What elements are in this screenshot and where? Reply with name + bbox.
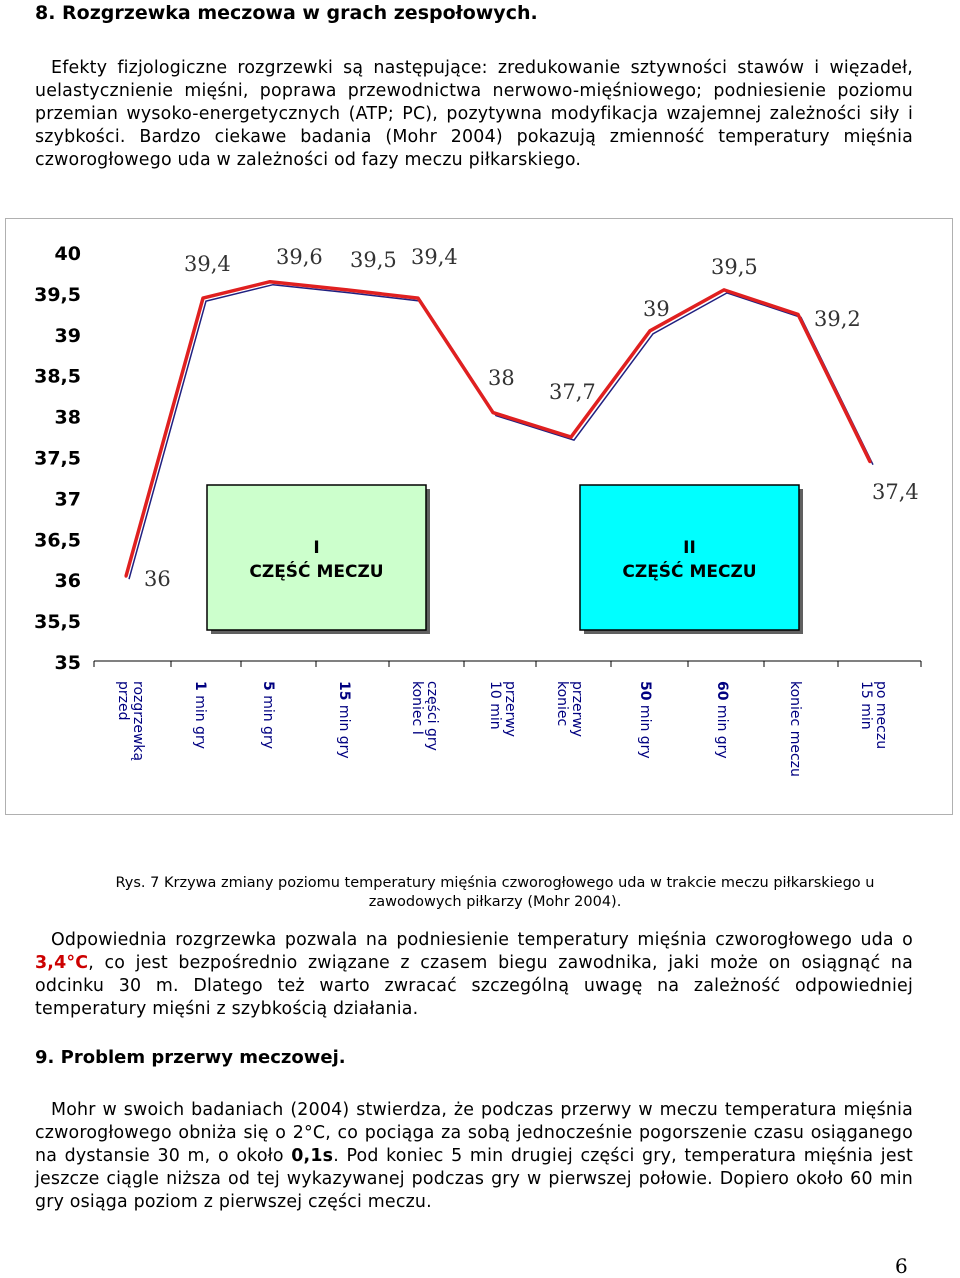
data-label: 39,5 [711, 255, 758, 279]
first-half-box [206, 484, 427, 631]
data-point [796, 312, 800, 316]
x-category-label: koniec meczu [787, 681, 803, 777]
chart-frame: 35 35,5 36 36,5 37 37,5 38 38,5 39 39,5 40 I CZĘŚĆ M… [5, 218, 953, 815]
section-8-title: 8. Rozgrzewka meczowa w grach zespołowyc… [35, 2, 538, 24]
y-tick-label: 36 [55, 570, 81, 592]
series-outline [128, 283, 874, 580]
x-category-label: 15 min gry [336, 681, 352, 759]
data-label: 38 [488, 366, 515, 390]
data-point [268, 280, 272, 284]
data-point [868, 460, 872, 464]
data-point [345, 288, 349, 292]
y-tick-label: 40 [55, 243, 81, 265]
data-label: 37,7 [549, 380, 596, 404]
page-number: 6 [895, 1254, 908, 1278]
body-paragraph-2: Odpowiednia rozgrzewka pozwala na podnie… [35, 930, 913, 1019]
data-point [416, 296, 420, 300]
y-tick-label: 37,5 [34, 448, 81, 470]
data-point [124, 574, 128, 578]
x-category-label: 10 minprzerwy [487, 681, 518, 737]
y-tick-label: 38,5 [34, 366, 81, 388]
y-tick-label: 38 [55, 407, 81, 429]
time-loss-value: 0,1s [291, 1146, 334, 1166]
y-tick-label: 39 [55, 325, 81, 347]
x-category-label: 50 min gry [637, 681, 653, 759]
x-category-label: 1 min gry [192, 681, 208, 749]
y-tick-label: 39,5 [34, 284, 81, 306]
y-tick-label: 35 [55, 652, 81, 674]
figure-caption: Rys. 7 Krzywa zmiany poziomu temperatury… [115, 875, 875, 910]
data-point [648, 329, 652, 333]
x-category-label: koniecprzerwy [554, 681, 585, 737]
first-half-box-numeral: I [313, 538, 319, 558]
data-label: 36 [144, 567, 171, 591]
data-label: 39,4 [184, 252, 231, 276]
data-label: 39,5 [350, 248, 397, 272]
data-label: 39,2 [814, 307, 861, 331]
data-label: 39,4 [411, 245, 458, 269]
data-point [491, 411, 495, 415]
section-8-paragraph: Efekty fizjologiczne rozgrzewki są nastę… [35, 58, 913, 170]
x-category-label: koniec Iczęści gry [409, 681, 440, 751]
y-tick-label: 37 [55, 488, 81, 510]
data-label: 37,4 [872, 480, 919, 504]
temperature-rise-value: 3,4°C [35, 953, 89, 973]
second-half-box-numeral: II [683, 538, 696, 558]
x-category-label: 5 min gry [260, 681, 276, 749]
data-point [569, 435, 573, 439]
data-point [722, 288, 726, 292]
x-category-label: 60 min gry [714, 681, 730, 759]
second-half-box [579, 484, 800, 631]
y-tick-label: 35,5 [34, 611, 81, 633]
data-point [201, 296, 205, 300]
x-category-label: 15 minpo meczu [858, 681, 889, 749]
x-category-label: przedrozgrzewką [115, 681, 146, 761]
first-half-box-label: CZĘŚĆ MECZU [249, 560, 383, 582]
section-9-title: 9. Problem przerwy meczowej. [35, 1047, 346, 1068]
data-label: 39,6 [276, 245, 323, 269]
second-half-box-label: CZĘŚĆ MECZU [622, 560, 756, 582]
y-tick-label: 36,5 [34, 529, 81, 551]
section-9-paragraph: Mohr w swoich badaniach (2004) stwierdza… [35, 1100, 913, 1212]
data-label: 39 [643, 297, 670, 321]
